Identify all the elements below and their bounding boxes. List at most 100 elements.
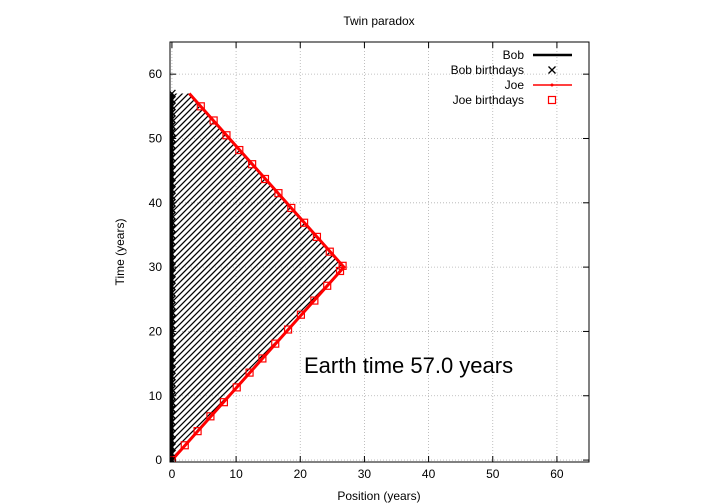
hatch-line — [171, 93, 344, 461]
hatch-line — [171, 93, 247, 461]
hatch-line — [171, 93, 289, 461]
hatch-line — [197, 93, 344, 461]
hatch-line — [171, 93, 344, 461]
hatch-line — [594, 42, 720, 462]
hatch-line — [171, 93, 199, 461]
hatch-line — [708, 42, 720, 462]
hatch-line — [171, 93, 344, 461]
x-tick-label: 20 — [294, 467, 308, 481]
grid-lines — [170, 42, 589, 462]
hatch-line — [0, 42, 48, 462]
hatch-line — [492, 42, 720, 462]
joe-birthday-marker — [196, 102, 205, 111]
bob-birthday-marker — [170, 333, 176, 342]
hatch-line — [171, 93, 253, 461]
hatch-line — [546, 42, 720, 462]
hatch-line — [0, 42, 108, 462]
joe-birthday-marker — [312, 232, 322, 241]
hatch-line — [171, 93, 344, 461]
hatch-line — [702, 42, 720, 462]
hatch-line — [0, 42, 84, 462]
bob-birthday-marker — [170, 160, 176, 169]
hatch-line — [648, 42, 720, 462]
bob-birthday-marker — [170, 153, 176, 162]
legend-label: Joe — [505, 78, 525, 92]
bob-birthday-marker — [170, 346, 176, 355]
hatch-line — [171, 93, 344, 461]
hatch-line — [171, 93, 344, 461]
hatch-line — [0, 42, 78, 462]
hatch-line — [171, 93, 344, 461]
bob-birthday-marker — [170, 89, 176, 98]
joe-birthday-marker — [232, 383, 241, 392]
bob-birthday-marker — [170, 243, 176, 252]
bob-birthday-marker — [170, 385, 176, 394]
hatch-line — [0, 42, 162, 462]
hatch-line — [215, 93, 344, 461]
bob-birthday-marker — [170, 218, 176, 227]
joe-birthday-marker — [323, 281, 332, 290]
hatch-line — [372, 42, 720, 462]
joe-birthday-marker — [300, 218, 309, 227]
hatch-line — [534, 42, 720, 462]
x-tick-label: 40 — [422, 467, 436, 481]
joe-birthday-marker — [235, 145, 244, 155]
hatch-line — [221, 93, 344, 461]
bob-birthday-marker — [170, 237, 176, 246]
joe-birthday-marker — [287, 203, 296, 213]
hatch-line — [171, 93, 265, 461]
hatch-line — [239, 93, 344, 461]
hatch-line — [498, 42, 720, 462]
bob-birthday-marker — [170, 359, 176, 368]
bob-birthday-marker — [170, 423, 176, 432]
hatch-line — [171, 93, 344, 461]
y-axis-label: Time (years) — [113, 219, 127, 286]
legend-entry: Joe — [505, 78, 572, 92]
hatch-line — [171, 93, 344, 461]
hatch-line — [606, 42, 720, 462]
x-axis-label: Position (years) — [337, 489, 420, 503]
bob-birthday-marker — [170, 147, 176, 156]
x-tick-label: 50 — [486, 467, 500, 481]
y-tick-label: 60 — [149, 67, 163, 81]
joe-birthday-marker — [310, 296, 319, 305]
y-tick-label: 50 — [149, 131, 163, 145]
x-tick-label: 0 — [169, 467, 176, 481]
x-tick-label: 10 — [229, 467, 243, 481]
y-tick-label: 40 — [149, 196, 163, 210]
bob-birthday-marker — [170, 192, 176, 201]
hatch-line — [171, 93, 344, 461]
bob-birthday-marker — [170, 108, 176, 117]
bob-birthday-marker — [170, 436, 176, 445]
hatch-line — [335, 93, 344, 461]
hatch-line — [558, 42, 720, 462]
bob-birthday-marker — [170, 308, 176, 317]
hatch-line — [171, 93, 344, 461]
hatch-line — [171, 93, 344, 461]
bob-birthday-marker — [170, 173, 176, 182]
hatch-line — [0, 42, 72, 462]
hatch-line — [0, 42, 102, 462]
bob-birthday-marker — [170, 404, 176, 413]
hatch-line — [0, 42, 120, 462]
bob-birthday-marker — [170, 140, 176, 149]
joe-birthday-marker — [206, 412, 215, 421]
hatch-line — [582, 42, 720, 462]
hatch-line — [354, 42, 720, 462]
hatch-line — [348, 42, 720, 462]
hatch-line — [171, 93, 259, 461]
hatch-line — [600, 42, 720, 462]
x-tick-label: 30 — [358, 467, 372, 481]
bob-birthday-marker — [170, 250, 176, 259]
bob-birthday-marker — [170, 121, 176, 130]
bob-birthday-marker — [170, 366, 176, 374]
hatch-line — [642, 42, 720, 462]
hatch-line — [203, 93, 344, 461]
hatch-line — [696, 42, 720, 462]
hatch-line — [366, 42, 720, 462]
bob-birthday-marker — [170, 102, 176, 111]
hatch-line — [666, 42, 720, 462]
legend-label: Joe birthdays — [453, 93, 524, 107]
hatch-line — [171, 93, 344, 461]
